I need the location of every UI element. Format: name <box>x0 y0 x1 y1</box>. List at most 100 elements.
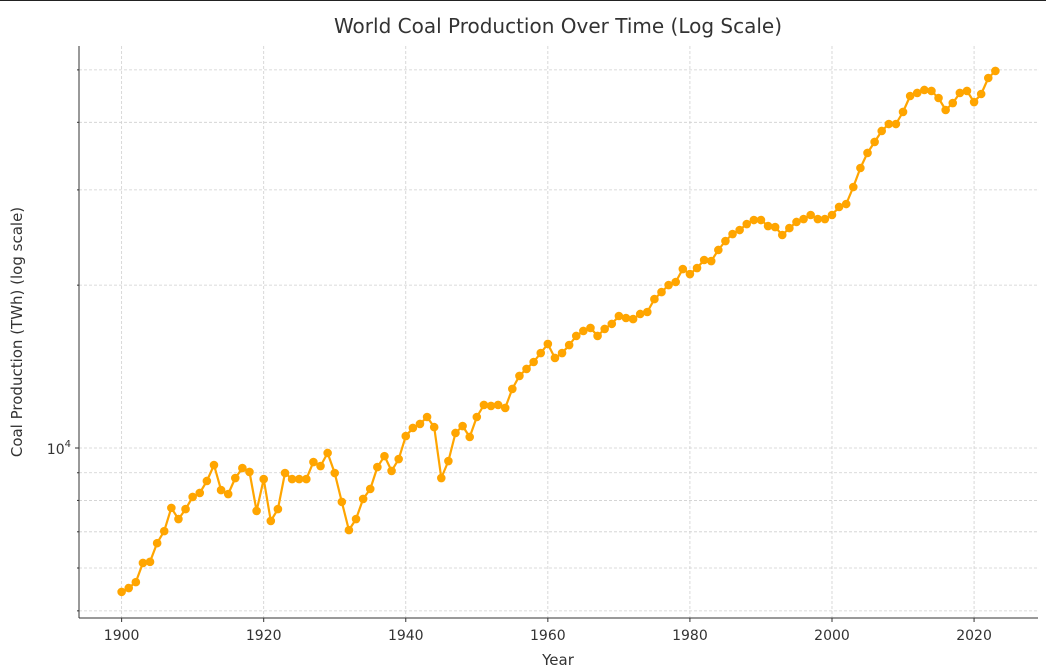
data-point-1988 <box>742 219 752 229</box>
data-point-1982 <box>699 255 709 265</box>
data-point-1938 <box>387 466 396 476</box>
data-point-2006 <box>870 137 879 147</box>
data-point-1935 <box>365 484 375 494</box>
data-point-1972 <box>628 314 638 324</box>
data-point-1937 <box>380 451 389 461</box>
data-point-1945 <box>436 473 446 483</box>
data-point-1985 <box>721 236 730 246</box>
data-point-1991 <box>763 221 773 231</box>
data-point-1917 <box>238 463 247 473</box>
data-point-1924 <box>287 474 297 484</box>
data-point-2000 <box>827 210 837 220</box>
data-point-2008 <box>884 119 894 129</box>
data-point-1902 <box>131 577 141 587</box>
data-point-1989 <box>749 215 759 225</box>
data-point-1947 <box>451 428 460 438</box>
data-point-1914 <box>216 485 226 495</box>
data-point-2020 <box>969 97 979 107</box>
data-point-2014 <box>927 86 936 96</box>
data-point-1954 <box>500 403 510 413</box>
data-point-1936 <box>373 462 382 472</box>
data-point-1934 <box>358 494 368 504</box>
data-point-1918 <box>245 467 254 477</box>
data-point-1994 <box>785 223 794 233</box>
data-point-1956 <box>515 371 524 381</box>
data-point-1920 <box>259 474 268 484</box>
data-point-1998 <box>813 214 823 224</box>
data-point-1952 <box>486 401 496 411</box>
data-point-1940 <box>401 431 411 441</box>
y-axis-ticks: 104 <box>47 69 79 612</box>
data-point-1916 <box>230 473 240 483</box>
data-point-1928 <box>316 461 325 471</box>
data-point-1971 <box>621 313 631 323</box>
data-point-2019 <box>962 86 972 96</box>
data-point-2002 <box>841 199 851 209</box>
data-point-1984 <box>714 245 723 255</box>
data-point-1961 <box>550 353 560 363</box>
data-point-1978 <box>671 277 681 287</box>
data-point-1927 <box>309 457 318 467</box>
chart-title: World Coal Production Over Time (Log Sca… <box>334 14 782 38</box>
x-tick-label: 1920 <box>246 628 282 644</box>
data-point-1996 <box>799 214 808 224</box>
data-point-1968 <box>600 324 609 334</box>
data-point-2023 <box>991 66 1000 76</box>
data-point-1913 <box>209 460 219 470</box>
y-tick-label: 104 <box>47 439 71 458</box>
data-point-2018 <box>955 88 965 98</box>
data-point-2005 <box>863 148 872 158</box>
data-point-1981 <box>692 263 702 273</box>
data-point-1909 <box>181 504 190 514</box>
data-point-2012 <box>912 88 922 98</box>
data-point-1974 <box>642 307 652 317</box>
data-point-1946 <box>444 456 453 466</box>
data-point-1965 <box>579 326 588 336</box>
data-point-2007 <box>877 126 887 136</box>
data-point-1951 <box>479 400 489 410</box>
data-point-1925 <box>294 474 304 484</box>
data-point-1950 <box>472 412 482 422</box>
data-point-1964 <box>571 331 581 341</box>
x-tick-label: 2020 <box>956 628 992 644</box>
data-point-1966 <box>586 323 595 333</box>
data-point-1903 <box>138 558 148 568</box>
grid <box>79 46 1038 618</box>
y-axis-label: Coal Production (TWh) (log scale) <box>8 207 26 457</box>
x-axis-ticks: 1900 1920 1940 1960 1980 2000 2020 <box>104 618 992 644</box>
data-point-2003 <box>849 182 858 192</box>
data-point-1932 <box>344 525 354 535</box>
data-point-1976 <box>657 287 666 297</box>
data-point-2017 <box>948 98 958 108</box>
data-point-1967 <box>593 331 602 341</box>
data-point-1930 <box>330 468 340 478</box>
data-point-1943 <box>422 412 432 422</box>
data-point-1919 <box>252 506 261 516</box>
data-point-2015 <box>934 93 943 103</box>
data-point-1959 <box>536 348 546 358</box>
data-point-1911 <box>195 488 205 498</box>
data-point-1975 <box>650 294 659 304</box>
data-point-1915 <box>223 489 233 499</box>
data-point-1922 <box>273 504 283 514</box>
data-point-2013 <box>920 85 929 95</box>
data-point-1901 <box>124 583 134 593</box>
data-point-1912 <box>202 476 212 486</box>
data-point-2010 <box>898 107 908 117</box>
data-point-1929 <box>323 448 332 458</box>
data-point-1933 <box>351 514 361 524</box>
data-point-1904 <box>145 557 155 567</box>
data-point-1941 <box>408 423 418 433</box>
data-point-1931 <box>337 497 347 507</box>
data-point-1921 <box>266 516 276 526</box>
data-point-2021 <box>976 89 986 99</box>
data-point-1923 <box>280 468 290 478</box>
x-tick-label: 1980 <box>672 628 708 644</box>
data-point-1977 <box>664 280 673 290</box>
data-point-1908 <box>174 514 183 524</box>
x-tick-label: 1900 <box>104 628 140 644</box>
data-point-1907 <box>167 503 176 513</box>
data-point-1939 <box>394 454 403 464</box>
x-tick-label: 1960 <box>530 628 566 644</box>
